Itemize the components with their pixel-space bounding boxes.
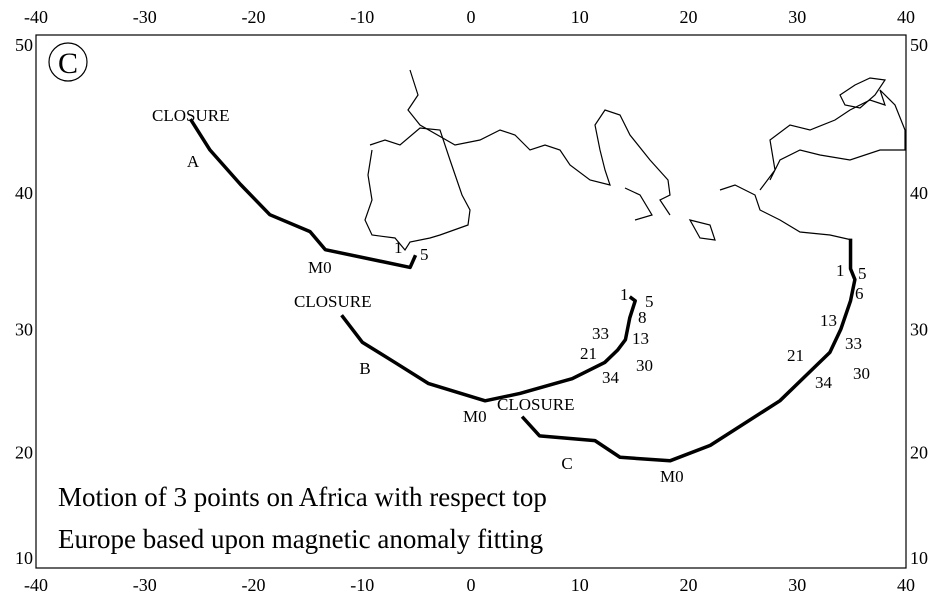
- x-tick-label: -20: [242, 7, 266, 27]
- y-tick-label: 50: [910, 35, 928, 55]
- track-line: [340, 295, 637, 403]
- x-tick-label: 10: [571, 575, 589, 595]
- caption-line: Motion of 3 points on Africa with respec…: [58, 482, 547, 512]
- x-tick-label: 40: [897, 575, 915, 595]
- track-annotation: CLOSURE: [152, 106, 229, 125]
- track-annotation: 6: [855, 284, 864, 303]
- track-annotation: 1: [394, 238, 403, 257]
- track-annotation: 13: [632, 329, 649, 348]
- track-annotation: 5: [858, 264, 867, 283]
- x-tick-label: 30: [788, 7, 806, 27]
- track-name: B: [359, 359, 370, 378]
- y-tick-label: 10: [15, 548, 33, 568]
- track-annotation: M0: [463, 407, 487, 426]
- track-annotation: 5: [645, 292, 654, 311]
- track-annotation: 30: [853, 364, 870, 383]
- track-name: C: [561, 454, 572, 473]
- track-annotation: CLOSURE: [294, 292, 371, 311]
- track-annotation: 33: [845, 334, 862, 353]
- track-name: A: [187, 152, 200, 171]
- y-tick-label: 20: [15, 443, 33, 463]
- track-annotation: 34: [815, 373, 833, 392]
- track-annotation: 1: [836, 261, 845, 280]
- track-annotation: 21: [580, 344, 597, 363]
- y-tick-label: 40: [910, 183, 928, 203]
- x-tick-label: 30: [788, 575, 806, 595]
- track-annotation: 34: [602, 368, 620, 387]
- caption-line: Europe based upon magnetic anomaly fitti…: [58, 524, 543, 554]
- coastline: [364, 69, 906, 252]
- track-annotation: 33: [592, 324, 609, 343]
- track-annotation: 1: [620, 285, 629, 304]
- track-line: [520, 238, 857, 463]
- x-tick-label: -10: [350, 575, 374, 595]
- track-annotation: 5: [420, 245, 429, 264]
- x-tick-label: 20: [680, 7, 698, 27]
- x-tick-label: -30: [133, 7, 157, 27]
- x-tick-label: 10: [571, 7, 589, 27]
- x-tick-label: -20: [242, 575, 266, 595]
- x-tick-label: 40: [897, 7, 915, 27]
- y-tick-label: 30: [910, 319, 928, 339]
- y-tick-label: 40: [15, 183, 33, 203]
- track-annotation: 30: [636, 356, 653, 375]
- x-tick-label: 0: [467, 7, 476, 27]
- x-tick-label: -40: [24, 7, 48, 27]
- x-tick-label: -10: [350, 7, 374, 27]
- x-tick-label: 0: [467, 575, 476, 595]
- y-tick-label: 50: [15, 35, 33, 55]
- panel-label: C: [58, 47, 78, 80]
- track-annotation: M0: [660, 467, 684, 486]
- y-tick-label: 10: [910, 548, 928, 568]
- track-annotation: 8: [638, 308, 647, 327]
- x-tick-label: -30: [133, 575, 157, 595]
- track-annotation: 13: [820, 311, 837, 330]
- track-annotation: CLOSURE: [497, 395, 574, 414]
- y-tick-label: 20: [910, 443, 928, 463]
- panel-circle: [48, 42, 88, 82]
- x-tick-label: 20: [680, 575, 698, 595]
- track-annotation: 21: [787, 346, 804, 365]
- track-annotation: M0: [308, 258, 332, 277]
- y-tick-label: 30: [15, 319, 33, 339]
- track-line: [188, 118, 418, 270]
- plot-frame: [35, 34, 907, 569]
- x-tick-label: -40: [24, 575, 48, 595]
